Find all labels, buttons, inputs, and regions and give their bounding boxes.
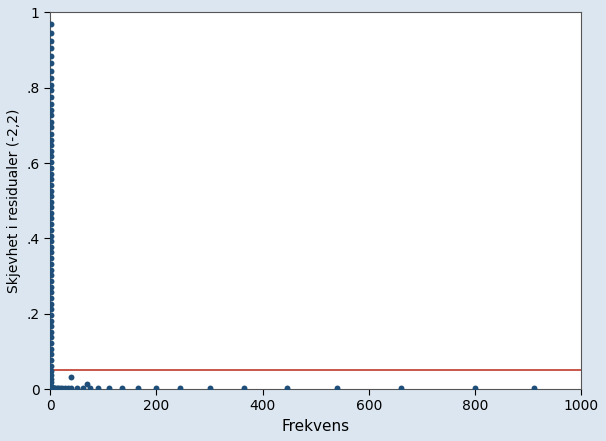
Point [46, 181, 56, 188]
Point [46, 254, 56, 262]
Point [46, 362, 56, 369]
Point [46, 93, 56, 101]
Point [152, 385, 161, 392]
Point [46, 136, 56, 143]
Point [46, 289, 56, 296]
Point [46, 317, 56, 324]
Point [46, 45, 56, 52]
Point [46, 351, 56, 358]
Point [46, 261, 56, 268]
Point [46, 295, 56, 302]
Point [46, 215, 56, 222]
Point [46, 153, 56, 160]
Point [85, 385, 95, 392]
Point [57, 385, 67, 392]
Point [104, 385, 113, 392]
Point [46, 311, 56, 318]
Point [46, 124, 56, 131]
Point [46, 60, 56, 67]
Point [46, 243, 56, 250]
Point [282, 385, 291, 392]
Point [46, 357, 56, 364]
Point [48, 385, 58, 392]
Point [46, 37, 56, 44]
Point [176, 385, 185, 392]
Point [46, 159, 56, 166]
Point [239, 385, 249, 392]
Point [46, 204, 56, 211]
Point [46, 198, 56, 206]
Point [46, 100, 56, 107]
Point [46, 385, 56, 392]
Point [46, 75, 56, 82]
Point [46, 306, 56, 313]
Y-axis label: Skjevhet i residualer (-2,2): Skjevhet i residualer (-2,2) [7, 108, 21, 293]
Point [59, 385, 69, 392]
Point [133, 385, 142, 392]
Point [53, 385, 63, 392]
Point [46, 272, 56, 279]
Point [46, 266, 56, 273]
Point [46, 371, 56, 378]
Point [470, 385, 480, 392]
Point [46, 193, 56, 200]
Point [50, 385, 59, 392]
Point [46, 368, 56, 375]
Point [46, 20, 56, 27]
Point [67, 373, 76, 380]
Point [46, 323, 56, 330]
Point [46, 221, 56, 228]
Point [46, 227, 56, 234]
Point [46, 345, 56, 352]
Point [46, 375, 56, 382]
Point [67, 385, 76, 392]
Point [46, 187, 56, 194]
Point [46, 249, 56, 256]
Point [46, 81, 56, 88]
Point [117, 385, 127, 392]
Point [46, 379, 56, 386]
Point [46, 30, 56, 37]
Point [46, 87, 56, 94]
Point [46, 232, 56, 239]
Point [46, 238, 56, 245]
Point [332, 385, 342, 392]
Point [46, 170, 56, 177]
Point [46, 112, 56, 119]
Point [93, 385, 103, 392]
Point [49, 385, 59, 392]
Point [46, 52, 56, 59]
Point [46, 283, 56, 290]
X-axis label: Frekvens: Frekvens [282, 419, 350, 434]
Point [48, 385, 58, 392]
Point [46, 328, 56, 335]
Point [46, 130, 56, 137]
Point [46, 67, 56, 75]
Point [46, 164, 56, 171]
Point [46, 106, 56, 113]
Point [46, 300, 56, 307]
Point [78, 385, 88, 392]
Point [46, 118, 56, 125]
Point [47, 385, 56, 392]
Point [396, 385, 405, 392]
Point [46, 382, 56, 389]
Point [46, 147, 56, 154]
Point [72, 385, 82, 392]
Point [46, 142, 56, 149]
Point [55, 385, 65, 392]
Point [82, 381, 92, 388]
Point [52, 385, 61, 392]
Point [529, 385, 539, 392]
Point [47, 385, 57, 392]
Point [51, 385, 61, 392]
Point [46, 334, 56, 341]
Point [46, 340, 56, 347]
Point [46, 176, 56, 183]
Point [63, 385, 73, 392]
Point [46, 209, 56, 217]
Point [205, 385, 215, 392]
Point [47, 385, 56, 392]
Point [46, 277, 56, 284]
